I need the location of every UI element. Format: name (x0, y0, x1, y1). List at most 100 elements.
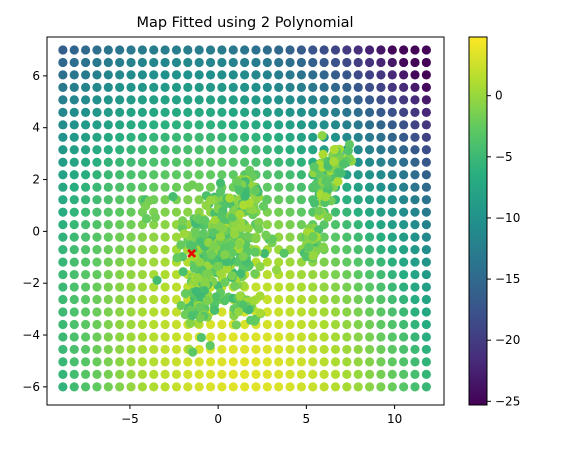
grid-point (274, 307, 284, 317)
grid-point (285, 207, 295, 217)
grid-point (308, 57, 318, 68)
grid-point (399, 357, 409, 367)
grid-point (137, 294, 147, 305)
grid-point (115, 332, 125, 342)
grid-point (364, 344, 375, 355)
grid-point (149, 45, 159, 55)
grid-point (262, 220, 272, 230)
grid-point (69, 344, 79, 355)
grid-point (364, 57, 375, 68)
grid-point (296, 382, 307, 392)
grid-point (194, 82, 204, 92)
grid-point (353, 232, 363, 242)
grid-point (364, 157, 375, 167)
grid-point (240, 157, 250, 167)
grid-point (58, 82, 68, 92)
grid-point (364, 207, 375, 217)
data-point (200, 215, 210, 225)
grid-point (194, 357, 204, 367)
grid-point (274, 132, 284, 142)
grid-point (137, 145, 147, 155)
grid-point (137, 357, 147, 367)
grid-point (149, 382, 159, 392)
grid-point (251, 107, 261, 117)
grid-point (319, 294, 329, 305)
grid-point (115, 269, 125, 280)
grid-point (330, 294, 341, 305)
grid-point (364, 245, 375, 255)
grid-point (92, 294, 102, 305)
data-point (191, 229, 201, 239)
data-point (168, 192, 178, 202)
grid-point (81, 107, 91, 117)
grid-point (330, 332, 341, 342)
grid-point (410, 182, 420, 192)
grid-point (205, 382, 216, 392)
grid-point (387, 269, 397, 280)
grid-point (69, 182, 79, 192)
grid-point (126, 145, 136, 155)
grid-point (228, 382, 238, 392)
grid-point (376, 82, 386, 92)
grid-point (330, 132, 341, 142)
grid-point (58, 107, 68, 117)
grid-point (228, 369, 238, 379)
grid-point (69, 282, 79, 292)
grid-point (115, 120, 125, 130)
grid-point (92, 45, 102, 55)
grid-point (274, 145, 284, 155)
grid-point (103, 170, 113, 180)
data-point (222, 257, 232, 267)
grid-point (387, 344, 397, 355)
grid-point (171, 120, 182, 130)
grid-point (364, 232, 375, 242)
grid-point (387, 257, 397, 267)
grid-point (149, 294, 159, 305)
grid-point (296, 294, 307, 305)
grid-point (353, 332, 363, 342)
grid-point (296, 70, 307, 80)
grid-point (364, 120, 375, 130)
grid-point (330, 319, 341, 330)
grid-point (160, 319, 170, 330)
grid-point (251, 57, 261, 68)
grid-point (149, 319, 159, 330)
grid-point (410, 282, 420, 292)
grid-point (319, 369, 329, 379)
data-points (58, 45, 431, 392)
grid-point (387, 369, 397, 379)
grid-point (240, 382, 250, 392)
data-point (205, 195, 216, 205)
grid-point (217, 170, 227, 180)
data-point (191, 286, 202, 296)
grid-point (171, 382, 182, 392)
grid-point (160, 282, 170, 292)
grid-point (387, 120, 397, 130)
grid-point (285, 282, 295, 292)
data-point (318, 242, 328, 252)
grid-point (205, 95, 216, 105)
grid-point (342, 70, 352, 80)
grid-point (81, 245, 91, 255)
grid-point (296, 269, 307, 280)
grid-point (126, 282, 136, 292)
grid-point (228, 70, 238, 80)
grid-point (421, 82, 431, 92)
grid-point (308, 120, 318, 130)
grid-point (376, 182, 386, 192)
grid-point (251, 95, 261, 105)
chart-title: Map Fitted using 2 Polynomial (136, 15, 353, 31)
grid-point (69, 45, 79, 55)
grid-point (342, 82, 352, 92)
grid-point (126, 294, 136, 305)
grid-point (399, 369, 409, 379)
grid-point (126, 107, 136, 117)
grid-point (171, 107, 182, 117)
grid-point (194, 195, 204, 205)
grid-point (228, 57, 238, 68)
grid-point (319, 357, 329, 367)
data-point (231, 176, 242, 186)
grid-point (69, 357, 79, 367)
grid-point (194, 120, 204, 130)
colorbar-tick-label: 0 (495, 89, 503, 103)
